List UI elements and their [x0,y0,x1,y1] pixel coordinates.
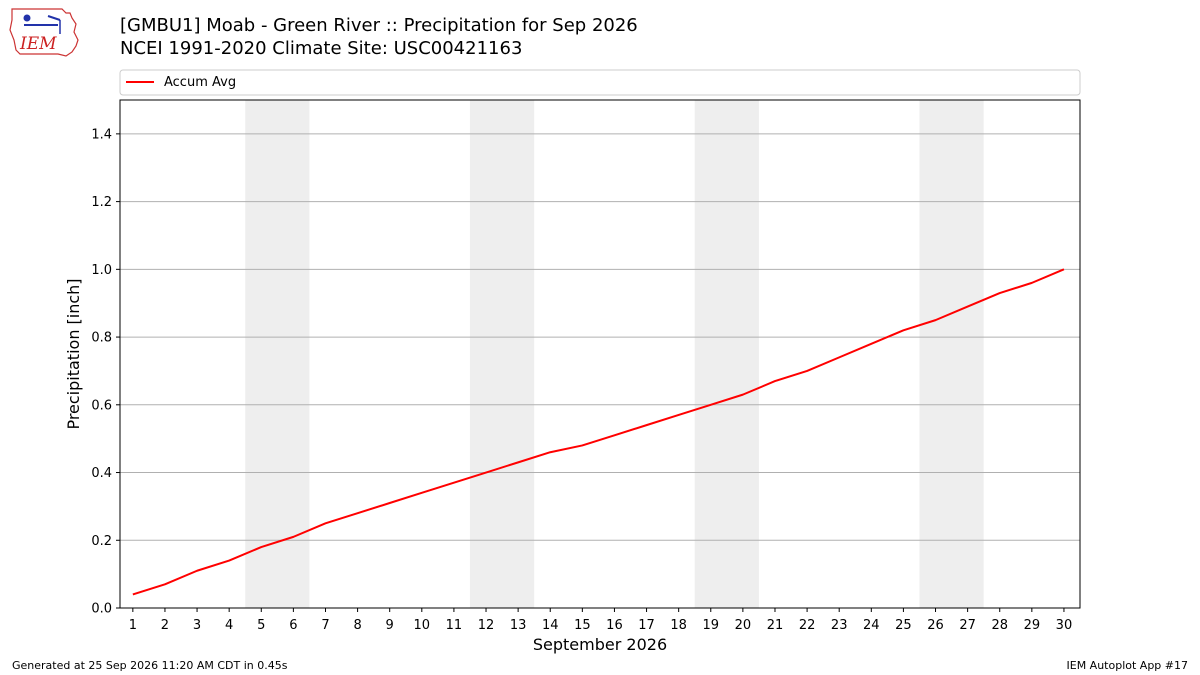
x-tick-label: 1 [129,618,137,633]
x-tick-label: 7 [321,618,329,633]
weekend-band-4 [919,100,984,608]
x-tick-label: 25 [895,618,912,633]
chart-title: [GMBU1] Moab - Green River :: Precipitat… [120,15,638,36]
x-tick-label: 24 [863,618,880,633]
y-tick-label: 0.6 [91,398,112,413]
x-tick-label: 15 [574,618,591,633]
x-tick-label: 16 [606,618,623,633]
x-tick-label: 12 [478,618,495,633]
x-tick-label: 2 [161,618,169,633]
x-tick-label: 21 [767,618,784,633]
sun-icon [23,14,31,22]
x-tick-label: 18 [670,618,687,633]
chart-subtitle: NCEI 1991-2020 Climate Site: USC00421163 [120,38,522,59]
legend: Accum Avg [119,69,1081,96]
weekend-band-3 [694,100,759,608]
x-tick-label: 17 [638,618,655,633]
x-tick-label: 14 [542,618,559,633]
y-tick-label: 0.2 [91,534,112,549]
y-axis-ticks: 0.0 0.2 0.4 0.6 0.8 1.0 1.2 1.4 [91,127,120,617]
weekend-band-2 [469,100,535,608]
y-tick-label: 1.0 [91,263,112,278]
series-layer [132,268,1065,596]
x-tick-label: 19 [702,618,719,633]
legend-label-accum-avg: Accum Avg [164,75,236,90]
y-tick-label: 1.2 [91,195,112,210]
weekend-band-1 [245,100,310,608]
x-tick-label: 11 [446,618,463,633]
plot-frame [119,99,1081,609]
x-tick-label: 22 [799,618,816,633]
x-tick-label: 20 [735,618,752,633]
x-tick-label: 30 [1056,618,1073,633]
x-tick-label: 28 [991,618,1008,633]
x-tick-label: 6 [289,618,297,633]
weekend-shading [245,100,984,608]
footer-generated: Generated at 25 Sep 2026 11:20 AM CDT in… [12,659,288,672]
y-tick-label: 0.8 [91,331,112,346]
logo-text: IEM [19,34,57,54]
wind-vane-icon [47,15,61,21]
x-tick-label: 13 [510,618,527,633]
footer-app: IEM Autoplot App #17 [1067,659,1189,672]
x-axis-ticks: 1 2 3 4 5 6 7 8 9 10 11 12 13 14 15 16 17 18 19 20 21 22 23 24 2… [129,608,1073,633]
y-axis-label: Precipitation [inch] [64,278,83,429]
x-axis-label: September 2026 [533,635,667,654]
iem-logo: IEM [9,8,79,57]
y-tick-label: 1.4 [91,127,112,142]
x-tick-label: 4 [225,618,233,633]
x-tick-label: 26 [927,618,944,633]
series-line-accum-avg [132,268,1065,596]
x-tick-label: 27 [959,618,976,633]
y-tick-label: 0.4 [91,466,112,481]
x-tick-label: 23 [831,618,848,633]
x-tick-label: 5 [257,618,265,633]
y-tick-label: 0.0 [91,602,112,617]
x-tick-label: 9 [386,618,394,633]
x-tick-label: 8 [353,618,361,633]
x-tick-label: 29 [1024,618,1041,633]
x-tick-label: 3 [193,618,201,633]
x-tick-label: 10 [414,618,431,633]
